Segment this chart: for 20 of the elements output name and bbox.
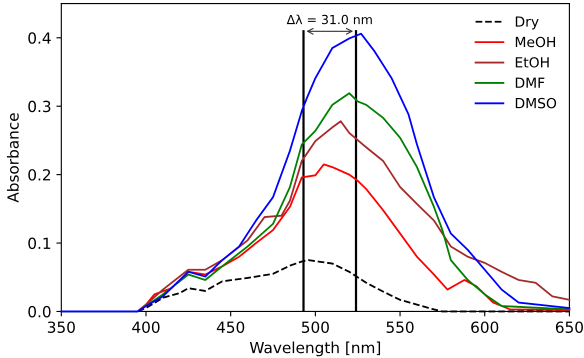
y-tick-label: 0.1	[28, 238, 50, 250]
annotation: Δλ = 31.0 nm	[286, 14, 372, 24]
legend-label: Dry	[516, 16, 539, 30]
y-axis-title: Absorbance	[6, 113, 19, 203]
y-tick-label: 0.4	[28, 32, 51, 44]
x-tick-label: 350	[48, 321, 75, 334]
x-tick-label: 550	[386, 321, 414, 334]
legend-label: DMSO	[516, 98, 556, 108]
legend-label: EtOH	[516, 57, 549, 68]
x-tick-label: 400	[132, 321, 160, 334]
y-tick-label: 0.3	[28, 100, 50, 112]
y-tick-label: 0.2	[28, 169, 50, 181]
x-tick-label: 500	[302, 321, 329, 334]
x-tick-label: 450	[216, 321, 244, 334]
legend-label: DMF	[516, 78, 544, 88]
x-tick-label: 600	[471, 321, 498, 334]
y-tick-label: 0.0	[28, 306, 51, 318]
x-axis-title: Wavelength [nm]	[250, 342, 380, 356]
x-tick-label: 650	[556, 321, 583, 334]
legend-label: MeOH	[516, 36, 556, 48]
